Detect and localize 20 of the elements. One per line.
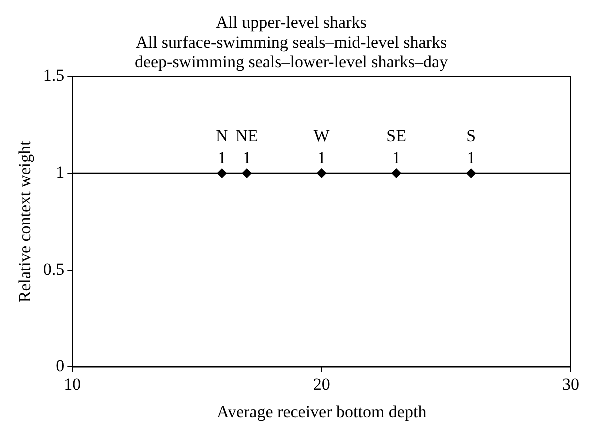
x-axis-title: Average receiver bottom depth: [216, 402, 428, 422]
y-tick-label: 0.5: [43, 260, 65, 279]
data-label: 1: [467, 148, 476, 168]
x-tick-label: 20: [313, 374, 330, 394]
data-label: 1: [392, 148, 401, 168]
data-label: 1: [242, 148, 252, 168]
chart-title: All upper-level sharks All surface-swimming seals–mid-level sharks deep-swimming seals–lower-level sharks–day: [134, 13, 449, 72]
data-label: 1: [318, 148, 326, 168]
x-tick-label: 30: [562, 374, 580, 394]
annotation: N: [216, 126, 228, 146]
x-tick-label: 10: [64, 374, 82, 394]
y-tick-label: 1.5: [43, 66, 65, 86]
y-axis-title: Relative context weight: [16, 140, 35, 303]
annotation: S: [466, 126, 476, 146]
y-tick-label: 1: [56, 162, 65, 182]
annotation: W: [314, 126, 331, 146]
data-label: 1: [218, 148, 226, 168]
annotation: NE: [236, 126, 258, 146]
annotation: SE: [386, 126, 406, 146]
y-tick-label: 0: [56, 356, 65, 376]
